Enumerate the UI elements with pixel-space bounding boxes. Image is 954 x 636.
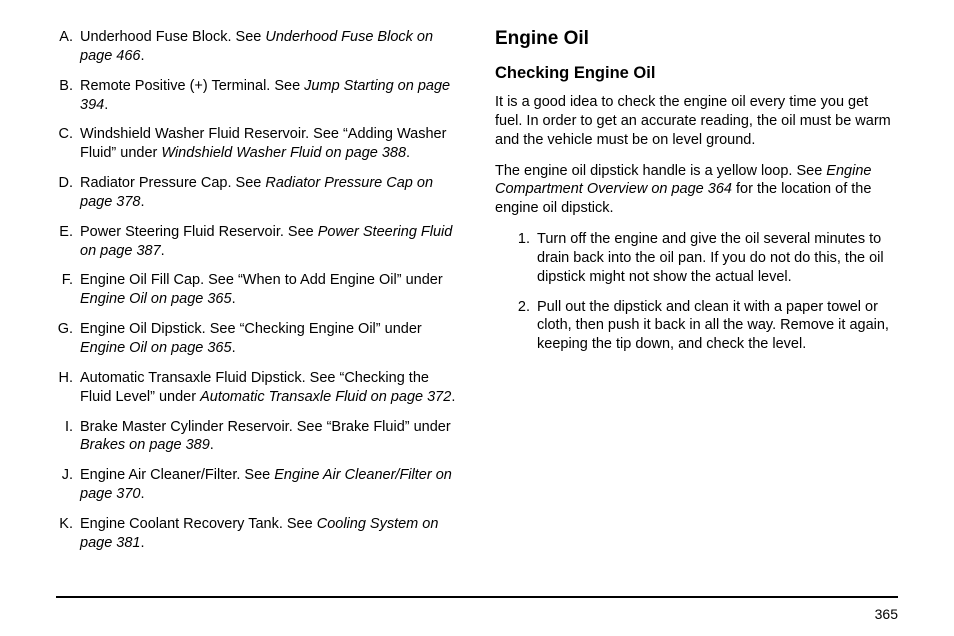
list-body: Engine Oil Dipstick. See “Checking Engin… bbox=[80, 320, 459, 358]
paragraph-dipstick: The engine oil dipstick handle is a yell… bbox=[495, 162, 898, 219]
list-body: Radiator Pressure Cap. See Radiator Pres… bbox=[80, 174, 459, 212]
component-list-item: C.Windshield Washer Fluid Reservoir. See… bbox=[56, 125, 459, 163]
item-prefix: Remote Positive (+) Terminal. See bbox=[80, 78, 304, 94]
list-body: Power Steering Fluid Reservoir. See Powe… bbox=[80, 223, 459, 261]
list-body: Engine Air Cleaner/Filter. See Engine Ai… bbox=[80, 466, 459, 504]
component-list-item: A.Underhood Fuse Block. See Underhood Fu… bbox=[56, 28, 459, 66]
item-suffix: . bbox=[406, 145, 410, 161]
list-body: Automatic Transaxle Fluid Dipstick. See … bbox=[80, 369, 459, 407]
item-prefix: Engine Coolant Recovery Tank. See bbox=[80, 516, 317, 532]
component-list-item: I.Brake Master Cylinder Reservoir. See “… bbox=[56, 418, 459, 456]
item-suffix: . bbox=[140, 48, 144, 64]
step-body: Turn off the engine and give the oil sev… bbox=[537, 230, 898, 287]
list-body: Remote Positive (+) Terminal. See Jump S… bbox=[80, 77, 459, 115]
item-suffix: . bbox=[451, 389, 455, 405]
page-content: A.Underhood Fuse Block. See Underhood Fu… bbox=[0, 0, 954, 564]
component-list: A.Underhood Fuse Block. See Underhood Fu… bbox=[56, 28, 459, 553]
list-marker: F. bbox=[56, 271, 80, 309]
item-suffix: . bbox=[232, 340, 236, 356]
item-crossref: Engine Oil on page 365 bbox=[80, 291, 232, 307]
list-marker: G. bbox=[56, 320, 80, 358]
item-prefix: Brake Master Cylinder Reservoir. See “Br… bbox=[80, 419, 451, 435]
list-marker: H. bbox=[56, 369, 80, 407]
component-list-item: K.Engine Coolant Recovery Tank. See Cool… bbox=[56, 515, 459, 553]
item-suffix: . bbox=[232, 291, 236, 307]
item-prefix: Radiator Pressure Cap. See bbox=[80, 175, 265, 191]
list-marker: C. bbox=[56, 125, 80, 163]
component-list-item: G.Engine Oil Dipstick. See “Checking Eng… bbox=[56, 320, 459, 358]
component-list-item: E.Power Steering Fluid Reservoir. See Po… bbox=[56, 223, 459, 261]
item-crossref: Engine Oil on page 365 bbox=[80, 340, 232, 356]
list-marker: E. bbox=[56, 223, 80, 261]
item-prefix: Engine Oil Dipstick. See “Checking Engin… bbox=[80, 321, 422, 337]
step-body: Pull out the dipstick and clean it with … bbox=[537, 298, 898, 355]
list-body: Underhood Fuse Block. See Underhood Fuse… bbox=[80, 28, 459, 66]
item-suffix: . bbox=[210, 437, 214, 453]
list-body: Engine Oil Fill Cap. See “When to Add En… bbox=[80, 271, 459, 309]
item-suffix: . bbox=[104, 97, 108, 113]
left-column: A.Underhood Fuse Block. See Underhood Fu… bbox=[56, 28, 459, 564]
list-body: Brake Master Cylinder Reservoir. See “Br… bbox=[80, 418, 459, 456]
page-number: 365 bbox=[875, 606, 898, 622]
footer-rule bbox=[56, 596, 898, 598]
item-crossref: Automatic Transaxle Fluid on page 372 bbox=[200, 389, 451, 405]
item-suffix: . bbox=[140, 194, 144, 210]
item-prefix: Underhood Fuse Block. See bbox=[80, 29, 265, 45]
list-body: Engine Coolant Recovery Tank. See Coolin… bbox=[80, 515, 459, 553]
heading-engine-oil: Engine Oil bbox=[495, 28, 898, 50]
step-marker: 1. bbox=[515, 230, 537, 287]
component-list-item: F.Engine Oil Fill Cap. See “When to Add … bbox=[56, 271, 459, 309]
right-column: Engine Oil Checking Engine Oil It is a g… bbox=[495, 28, 898, 564]
paragraph-intro: It is a good idea to check the engine oi… bbox=[495, 93, 898, 150]
item-prefix: Power Steering Fluid Reservoir. See bbox=[80, 224, 318, 240]
list-marker: I. bbox=[56, 418, 80, 456]
item-prefix: Engine Air Cleaner/Filter. See bbox=[80, 467, 274, 483]
component-list-item: J.Engine Air Cleaner/Filter. See Engine … bbox=[56, 466, 459, 504]
list-marker: D. bbox=[56, 174, 80, 212]
component-list-item: D.Radiator Pressure Cap. See Radiator Pr… bbox=[56, 174, 459, 212]
component-list-item: H.Automatic Transaxle Fluid Dipstick. Se… bbox=[56, 369, 459, 407]
item-prefix: Engine Oil Fill Cap. See “When to Add En… bbox=[80, 272, 443, 288]
item-suffix: . bbox=[140, 535, 144, 551]
heading-checking-engine-oil: Checking Engine Oil bbox=[495, 64, 898, 83]
item-suffix: . bbox=[161, 243, 165, 259]
item-crossref: Brakes on page 389 bbox=[80, 437, 210, 453]
list-marker: A. bbox=[56, 28, 80, 66]
step-marker: 2. bbox=[515, 298, 537, 355]
list-body: Windshield Washer Fluid Reservoir. See “… bbox=[80, 125, 459, 163]
item-suffix: . bbox=[140, 486, 144, 502]
p2-prefix: The engine oil dipstick handle is a yell… bbox=[495, 163, 826, 179]
steps-list: 1.Turn off the engine and give the oil s… bbox=[515, 230, 898, 354]
item-crossref: Windshield Washer Fluid on page 388 bbox=[161, 145, 406, 161]
list-marker: B. bbox=[56, 77, 80, 115]
step-item: 1.Turn off the engine and give the oil s… bbox=[515, 230, 898, 287]
list-marker: K. bbox=[56, 515, 80, 553]
step-item: 2.Pull out the dipstick and clean it wit… bbox=[515, 298, 898, 355]
list-marker: J. bbox=[56, 466, 80, 504]
component-list-item: B.Remote Positive (+) Terminal. See Jump… bbox=[56, 77, 459, 115]
